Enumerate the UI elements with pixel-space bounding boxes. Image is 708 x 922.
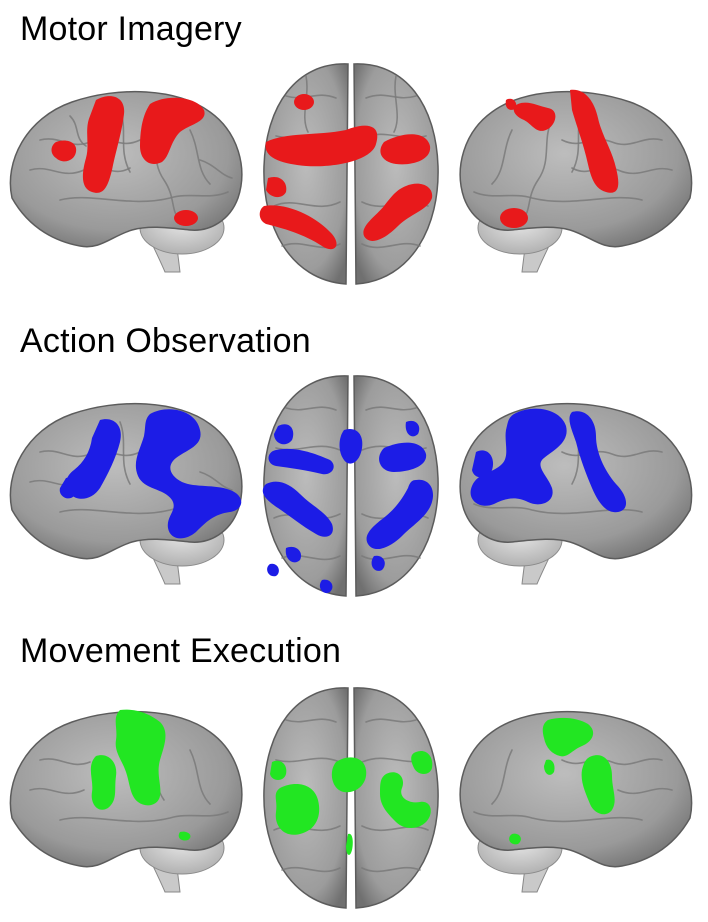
row-title-motor-imagery: Motor Imagery [20,10,242,48]
brain-right-lateral-motor-imagery [459,89,693,273]
activation-cluster [59,409,242,539]
row-title-movement-execution: Movement Execution [20,632,342,670]
activation-cluster [270,750,433,855]
row-title-action-observation: Action Observation [20,322,311,360]
activation-cluster [262,420,434,594]
brain-left-lateral-action-observation [9,402,243,585]
brain-dorsal-motor-imagery [259,63,439,285]
activation-cluster [51,96,205,226]
activation-cluster [500,89,619,228]
brain-dorsal-action-observation [262,375,439,597]
brain-left-lateral-motor-imagery [9,90,243,273]
brain-dorsal-movement-execution [263,687,439,909]
brain-right-lateral-action-observation [459,402,693,585]
activation-cluster [90,709,191,841]
brain-left-lateral-movement-execution [9,709,243,893]
activation-cluster [259,94,433,250]
activation-cluster [509,717,615,845]
activation-cluster [470,408,627,513]
brain-right-lateral-movement-execution [459,710,693,893]
